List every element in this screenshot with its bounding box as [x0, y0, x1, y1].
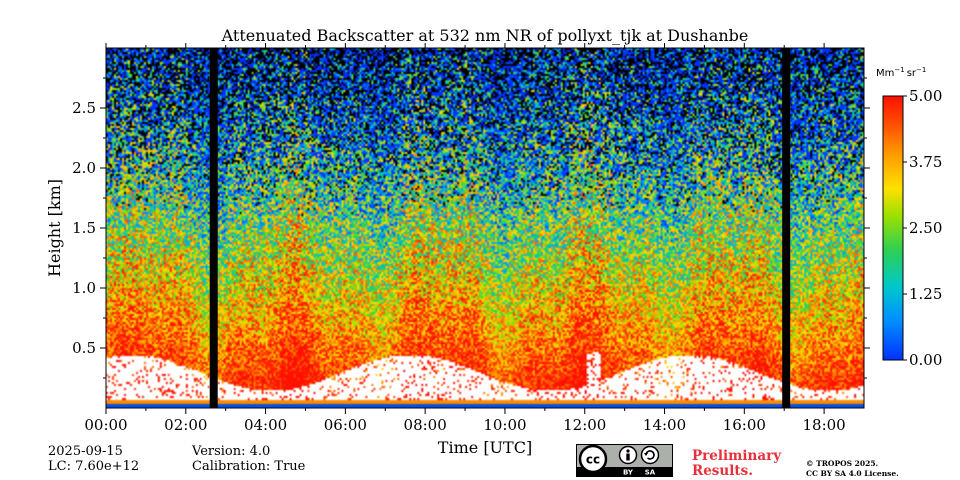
- cc-logo-text: cc: [586, 453, 600, 467]
- x-tick-label: 12:00: [563, 416, 606, 434]
- colorbar-label-sup1: −1: [894, 66, 904, 74]
- cc-logo-icon: [578, 444, 608, 474]
- colorbar-tick-label: 5.00: [909, 87, 942, 105]
- y-tick-label: 1.5: [72, 219, 96, 237]
- sa-share-icon: [640, 445, 660, 465]
- chart-title: Attenuated Backscatter at 532 nm NR of p…: [221, 26, 749, 45]
- colorbar-gradient: [882, 95, 904, 361]
- x-tick-label: 14:00: [643, 416, 686, 434]
- x-tick-label: 10:00: [483, 416, 526, 434]
- copyright-line-1: © TROPOS 2025.: [806, 459, 879, 468]
- x-tick-label: 08:00: [404, 416, 447, 434]
- x-axis-label: Time [UTC]: [438, 438, 532, 457]
- footer-calibration: Calibration: True: [192, 459, 306, 474]
- colorbar-ticks: 0.00 1.25 2.50 3.75 5.00: [903, 87, 942, 369]
- data-gap-bar: [782, 48, 791, 408]
- cc-by-sa-badge: cc BY SA: [576, 444, 673, 477]
- plot-area: [105, 47, 865, 409]
- x-tick-label: 06:00: [324, 416, 367, 434]
- colorbar-label-sup2: −1: [916, 66, 926, 74]
- colorbar-tick-label: 2.50: [909, 219, 942, 237]
- heatmap-image: [106, 48, 864, 408]
- colorbar-label: Mm−1 sr−1: [876, 66, 926, 79]
- footer-version: Version: 4.0: [192, 444, 271, 459]
- y-axis-label: Height [km]: [45, 179, 64, 277]
- footer-date: 2025-09-15: [48, 444, 123, 459]
- footer-lc: LC: 7.60e+12: [48, 459, 140, 474]
- y-tick-label: 0.5: [72, 339, 96, 357]
- colorbar-tick-label: 1.25: [909, 285, 942, 303]
- x-tick-label: 04:00: [244, 416, 287, 434]
- copyright-note: © TROPOS 2025. CC BY SA 4.0 License.: [806, 459, 899, 479]
- sa-label: SA: [645, 469, 656, 477]
- gap-bars: [209, 48, 791, 408]
- preliminary-results-note: Preliminary Results.: [692, 449, 781, 479]
- data-gap-bar: [209, 48, 218, 408]
- y-tick-label: 2.0: [72, 159, 96, 177]
- x-tick-label: 16:00: [723, 416, 766, 434]
- x-axis: 00:00 02:00 04:00 06:00 08:00 10:00 12:00 14:00…: [84, 43, 846, 434]
- y-tick-label: 2.5: [72, 99, 96, 117]
- x-tick-label: 00:00: [84, 416, 127, 434]
- preliminary-line-1: Preliminary: [692, 448, 782, 464]
- x-tick-label: 02:00: [164, 416, 207, 434]
- colorbar-label-mid: sr: [907, 68, 917, 79]
- colorbar-label-main: Mm: [876, 68, 894, 79]
- copyright-line-2: CC BY SA 4.0 License.: [806, 469, 899, 478]
- by-label: BY: [623, 469, 634, 477]
- colorbar: 0.001.252.503.755.00 Mm−1 sr−1: [876, 66, 942, 369]
- preliminary-line-2: Results.: [692, 463, 753, 479]
- y-axis: 0.5 1.0 1.5 2.0 2.5: [72, 77, 870, 379]
- colorbar-tick-label: 0.00: [909, 351, 942, 369]
- y-tick-label: 1.0: [72, 279, 96, 297]
- colorbar-tick-label: 3.75: [909, 153, 942, 171]
- x-tick-label: 18:00: [802, 416, 845, 434]
